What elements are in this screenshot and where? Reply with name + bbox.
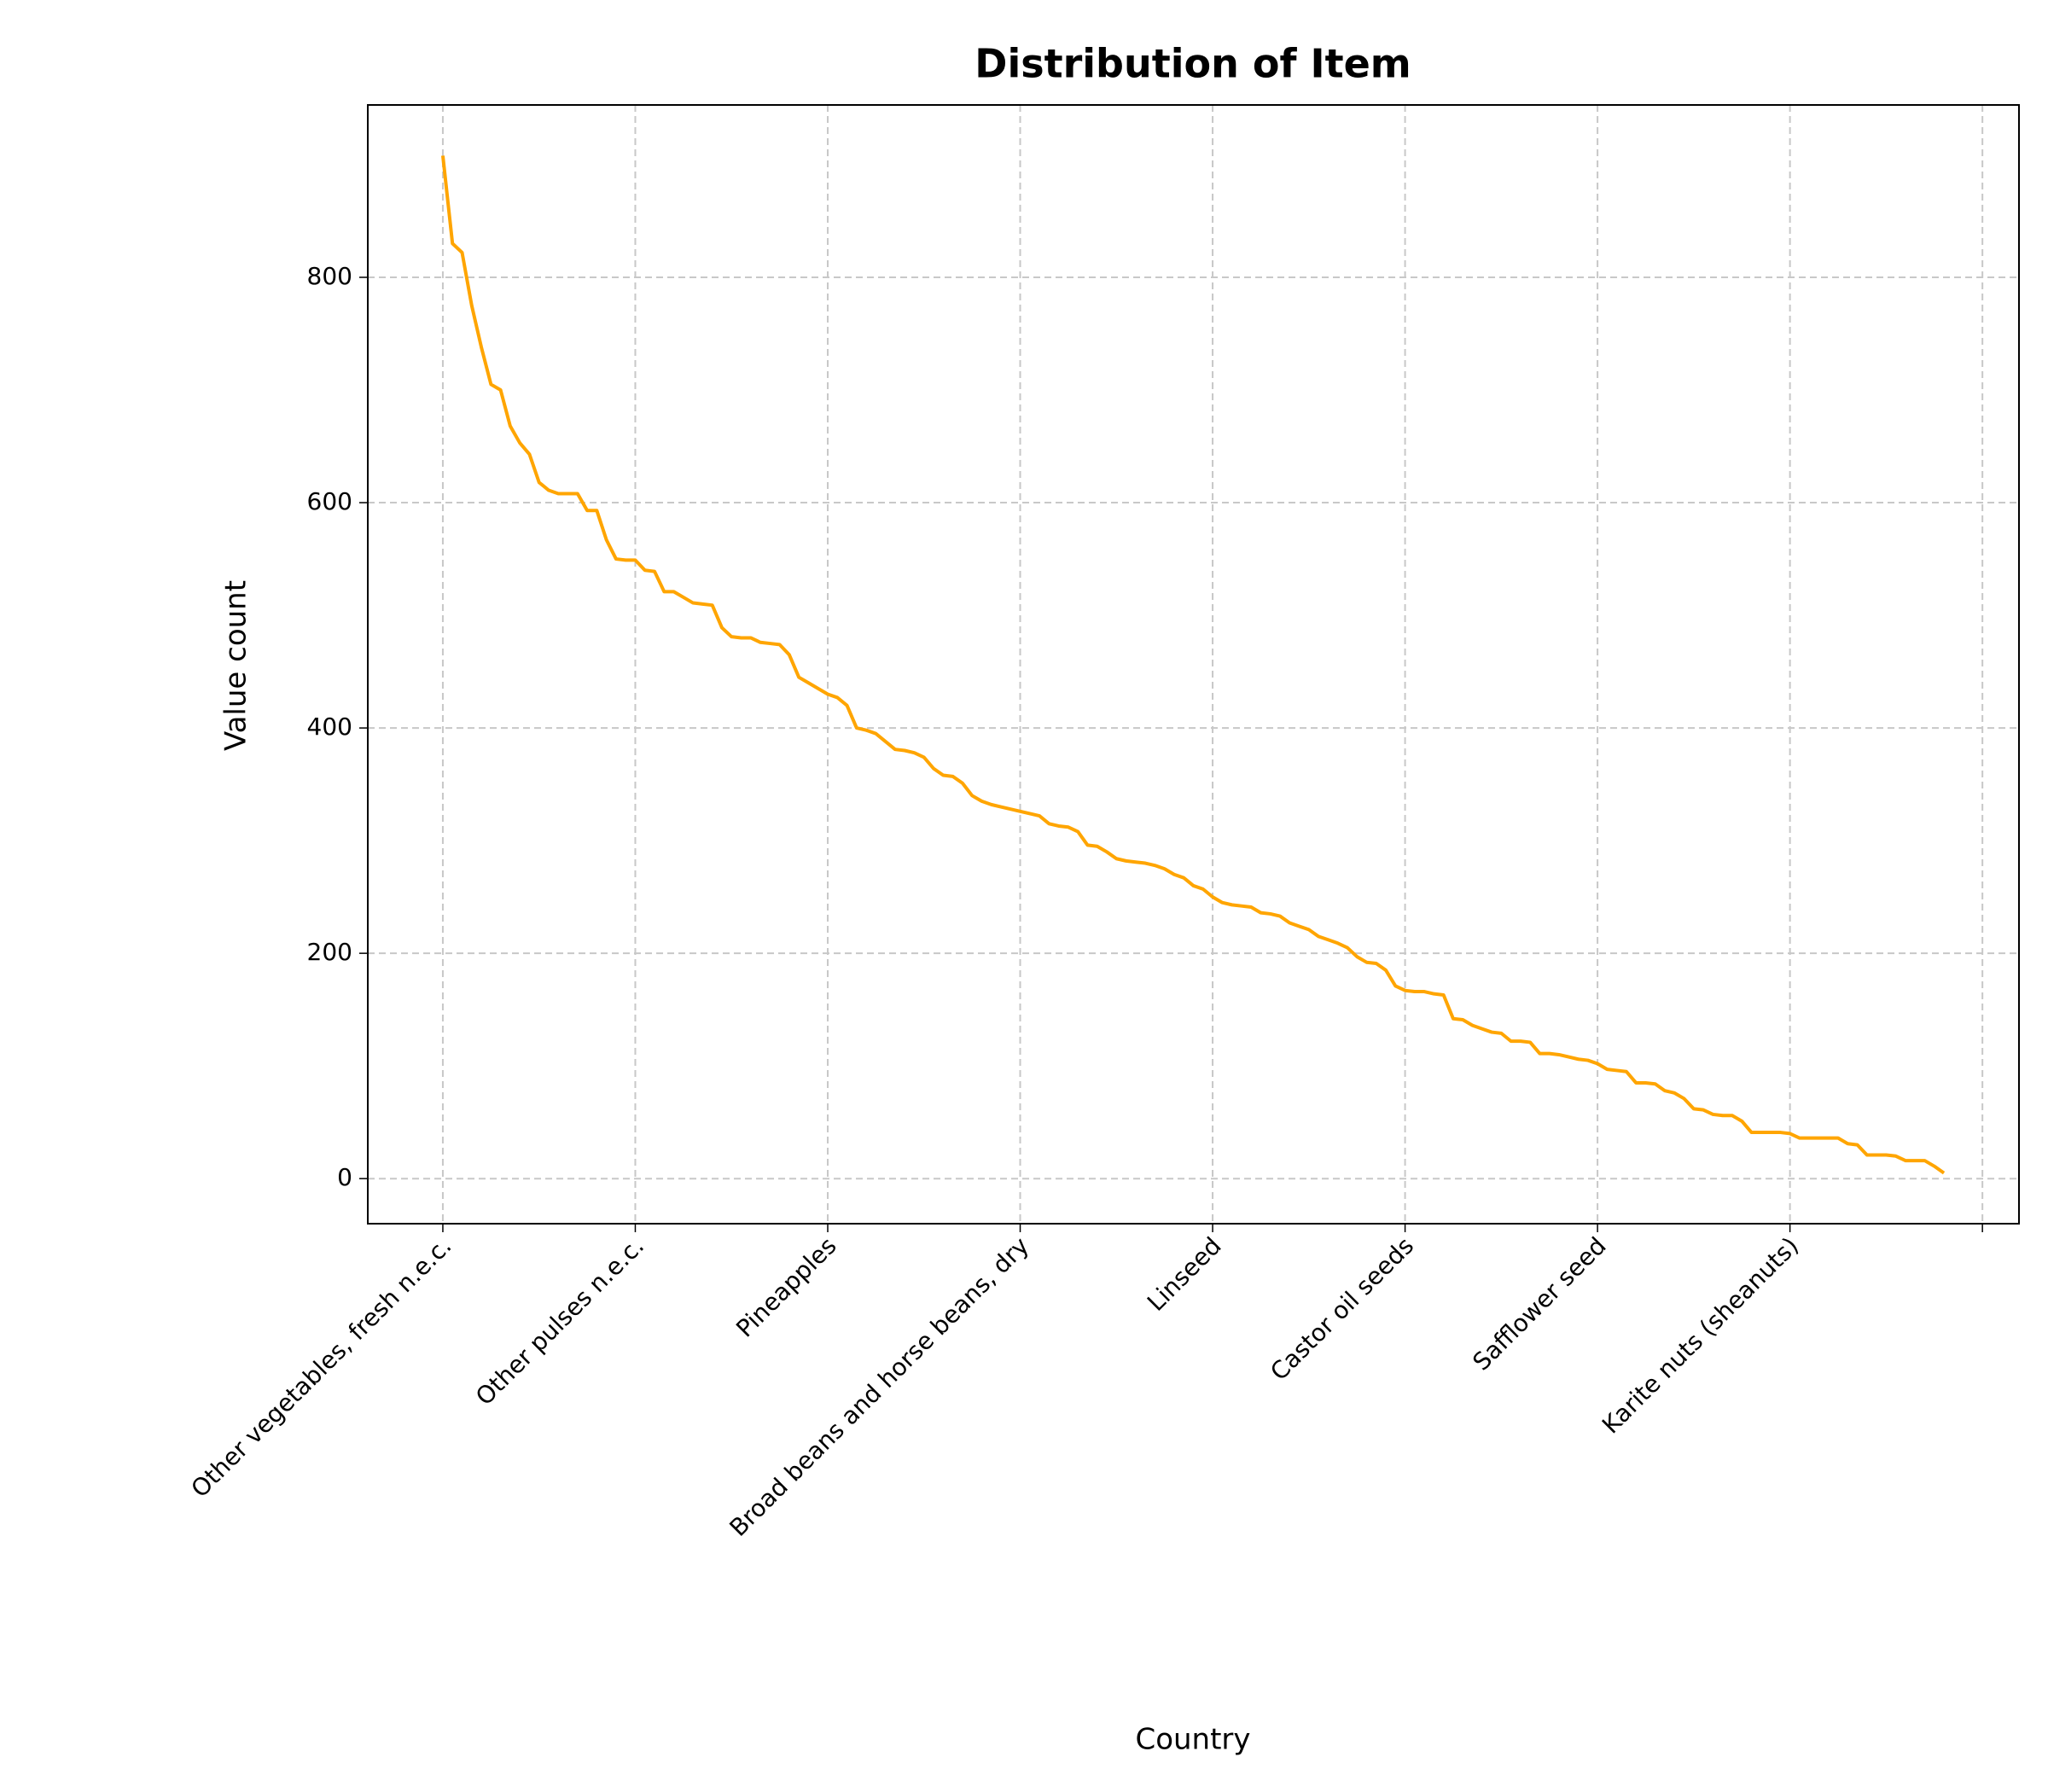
x-tick-label: Linseed: [1142, 1231, 1227, 1317]
x-tick-label: Karite nuts (sheanuts): [1597, 1231, 1804, 1439]
y-tick-label: 800: [307, 262, 352, 290]
x-tick-label: Castor oil seeds: [1265, 1231, 1419, 1386]
y-axis-label: Value count: [219, 580, 253, 751]
x-tick-label: Other pulses n.e.c.: [470, 1231, 649, 1411]
y-tick-label: 400: [307, 713, 352, 741]
chart-title: Distribution of Item: [975, 41, 1411, 87]
x-tick-label: Safflower seed: [1467, 1231, 1611, 1376]
x-tick-label: Broad beans and horse beans, dry: [724, 1231, 1034, 1542]
y-tick-label: 200: [307, 938, 352, 966]
plot-frame: [367, 104, 2020, 1225]
x-tick-label: Pineapples: [730, 1231, 841, 1342]
x-axis-label: Country: [1135, 1723, 1250, 1757]
data-line: [440, 155, 1946, 1175]
y-tick-label: 600: [307, 487, 352, 515]
x-tick-label: Other vegetables, fresh n.e.c.: [186, 1231, 457, 1503]
y-tick-label: 0: [337, 1163, 352, 1191]
